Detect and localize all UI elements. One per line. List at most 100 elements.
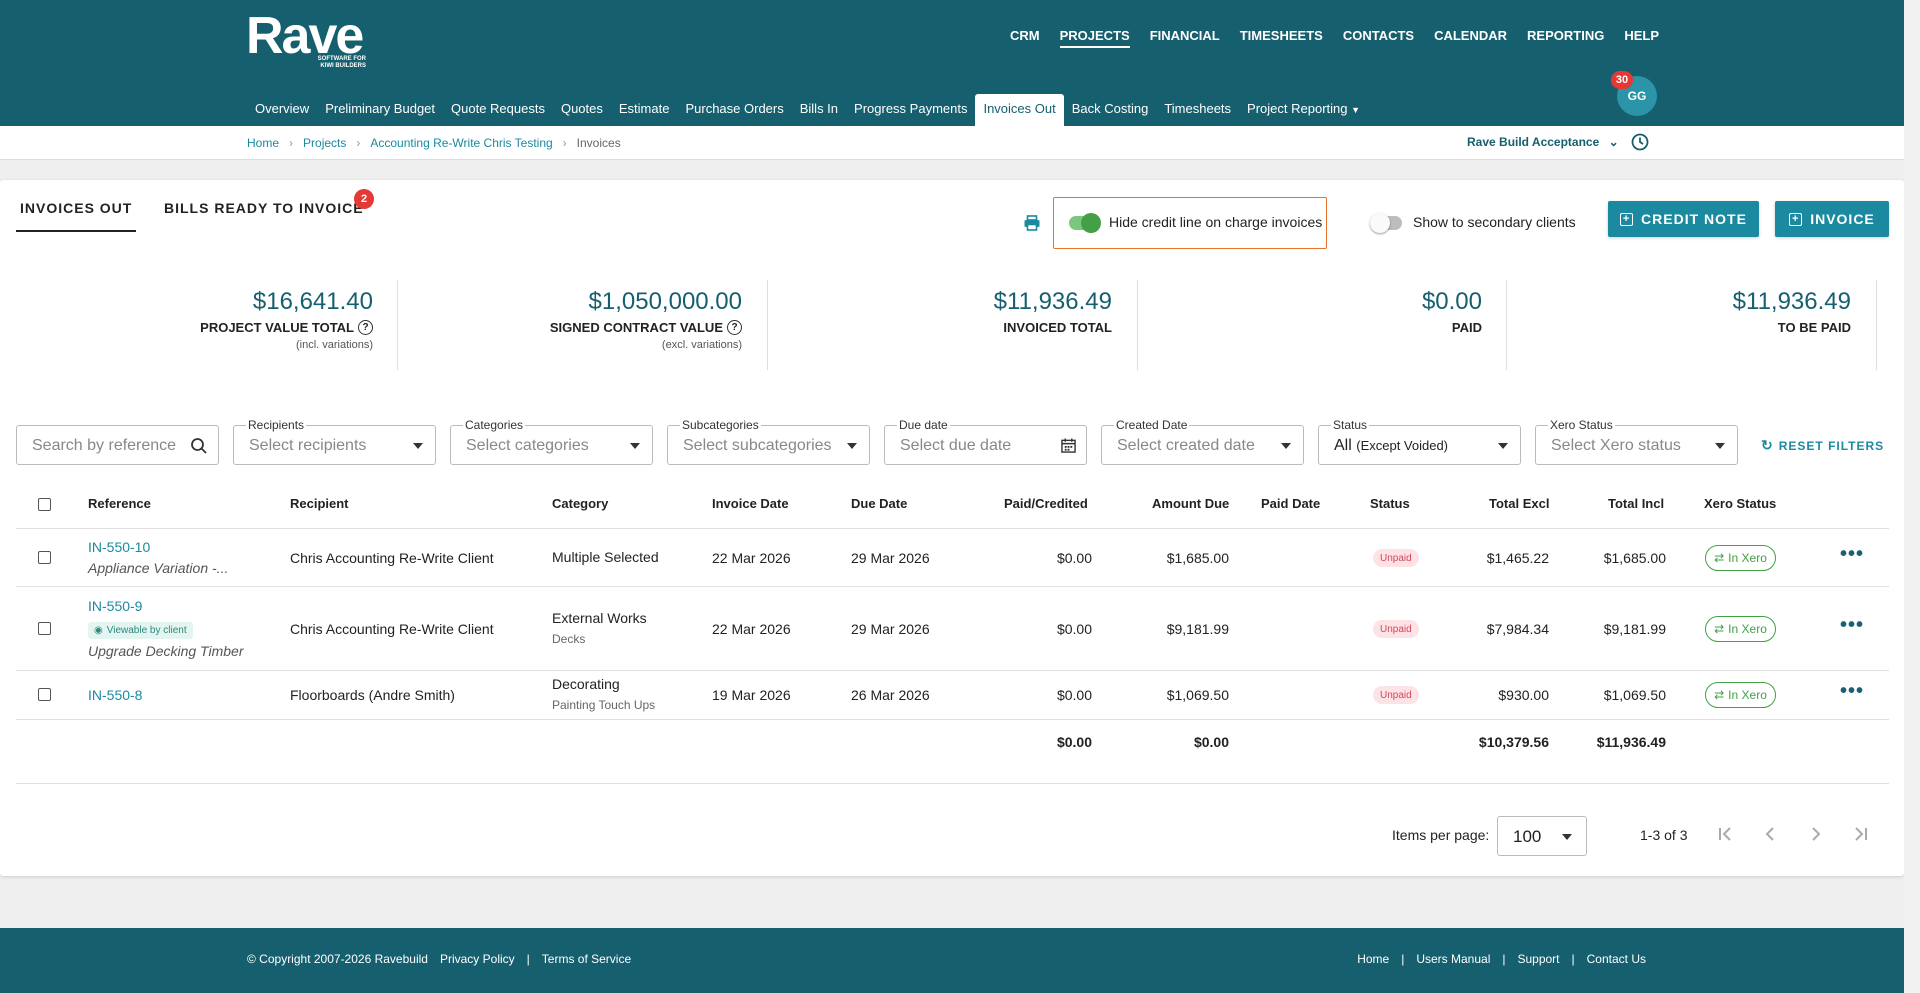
- more-actions-icon[interactable]: •••: [1840, 680, 1865, 702]
- xero-status-badge[interactable]: ⇄ In Xero: [1705, 682, 1776, 708]
- summary-label-text: PROJECT VALUE TOTAL: [200, 320, 354, 335]
- more-actions-icon[interactable]: •••: [1840, 614, 1865, 636]
- summary-label-text: SIGNED CONTRACT VALUE: [549, 320, 723, 335]
- breadcrumb-project[interactable]: Accounting Re-Write Chris Testing: [370, 136, 553, 150]
- topnav-calendar[interactable]: CALENDAR: [1434, 28, 1508, 43]
- row-checkbox[interactable]: [38, 551, 51, 564]
- col-due-date[interactable]: Due Date: [851, 496, 908, 511]
- category: External Works: [552, 610, 647, 626]
- topnav-financial[interactable]: FINANCIAL: [1149, 28, 1220, 43]
- next-page-icon[interactable]: [1807, 825, 1825, 843]
- help-icon[interactable]: ?: [358, 320, 373, 335]
- topnav-contacts[interactable]: CONTACTS: [1342, 28, 1415, 43]
- col-total-excl[interactable]: Total Excl: [1489, 496, 1550, 511]
- topnav-help[interactable]: HELP: [1624, 28, 1659, 43]
- organisation-selector[interactable]: Rave Build Acceptance ⌄: [1467, 135, 1619, 149]
- col-status[interactable]: Status: [1370, 496, 1410, 511]
- footer-contact-link[interactable]: Contact Us: [1586, 952, 1646, 966]
- breadcrumb-home[interactable]: Home: [247, 136, 280, 150]
- categories-select[interactable]: Categories Select categories: [450, 418, 653, 465]
- subcategories-select[interactable]: Subcategories Select subcategories: [667, 418, 870, 465]
- footer-users-manual-link[interactable]: Users Manual: [1416, 952, 1491, 966]
- status-select[interactable]: Status All (Except Voided): [1318, 418, 1521, 465]
- subnav-back-costing[interactable]: Back Costing: [1071, 101, 1149, 116]
- footer-home-link[interactable]: Home: [1357, 952, 1390, 966]
- subnav-estimate[interactable]: Estimate: [618, 101, 670, 116]
- subnav-quote-requests[interactable]: Quote Requests: [451, 101, 545, 116]
- subnav-bills-in[interactable]: Bills In: [799, 101, 839, 116]
- footer-support-link[interactable]: Support: [1517, 952, 1560, 966]
- xero-status-badge[interactable]: ⇄ In Xero: [1705, 545, 1776, 571]
- subnav-progress-payments[interactable]: Progress Payments: [854, 101, 968, 116]
- reset-filters-label: RESET FILTERS: [1778, 438, 1885, 453]
- subnav-project-reporting-label: Project Reporting: [1247, 101, 1348, 116]
- row-checkbox[interactable]: [38, 622, 51, 635]
- rave-logo[interactable]: Rave SOFTWARE FOR KIWI BUILDERS: [246, 10, 366, 69]
- due-date: 29 Mar 2026: [851, 550, 930, 566]
- xero-status-select[interactable]: Xero Status Select Xero status: [1535, 418, 1738, 465]
- search-icon: [191, 438, 207, 454]
- subcategory: Decks: [552, 632, 586, 646]
- page-scrollbar[interactable]: [1904, 0, 1920, 993]
- help-icon[interactable]: ?: [727, 320, 742, 335]
- invoice-button[interactable]: + INVOICE: [1775, 201, 1889, 237]
- previous-page-icon[interactable]: [1761, 825, 1779, 843]
- due-date-picker[interactable]: Due date Select due date: [884, 418, 1087, 465]
- chevron-right-icon: ›: [289, 136, 294, 150]
- subnav-quotes[interactable]: Quotes: [560, 101, 603, 116]
- last-page-icon[interactable]: [1852, 825, 1870, 843]
- topnav-projects[interactable]: PROJECTS: [1059, 28, 1130, 48]
- col-amount-due[interactable]: Amount Due: [1152, 496, 1230, 511]
- col-recipient[interactable]: Recipient: [290, 496, 349, 511]
- breadcrumb-projects[interactable]: Projects: [303, 136, 347, 150]
- topnav-crm[interactable]: CRM: [1010, 28, 1040, 43]
- caret-down-icon: [413, 443, 423, 449]
- history-clock-icon[interactable]: [1631, 133, 1649, 151]
- invoice-reference-link[interactable]: IN-550-8: [88, 687, 143, 703]
- secondary-clients-toggle[interactable]: [1370, 213, 1402, 233]
- tab-bills-ready-to-invoice[interactable]: BILLS READY TO INVOICE: [164, 200, 364, 216]
- created-date-select[interactable]: Created Date Select created date: [1101, 418, 1304, 465]
- calendar-icon[interactable]: [1061, 438, 1076, 453]
- invoice-label: INVOICE: [1810, 211, 1875, 227]
- privacy-policy-link[interactable]: Privacy Policy: [439, 952, 515, 966]
- total-paid-credited: $0.00: [1056, 734, 1092, 750]
- subnav-overview[interactable]: Overview: [255, 101, 310, 116]
- col-total-incl[interactable]: Total Incl: [1608, 496, 1665, 511]
- filter-label: Status: [1331, 418, 1370, 432]
- col-category[interactable]: Category: [552, 496, 609, 511]
- search-field[interactable]: Search by reference: [16, 425, 219, 465]
- hide-credit-toggle[interactable]: [1069, 213, 1101, 233]
- tab-invoices-out[interactable]: INVOICES OUT: [20, 200, 133, 216]
- terms-of-service-link[interactable]: Terms of Service: [541, 952, 632, 966]
- more-actions-icon[interactable]: •••: [1840, 543, 1865, 565]
- col-xero-status[interactable]: Xero Status: [1704, 496, 1777, 511]
- select-all-checkbox[interactable]: [38, 498, 51, 511]
- col-invoice-date[interactable]: Invoice Date: [712, 496, 789, 511]
- subnav-timesheets[interactable]: Timesheets: [1164, 101, 1232, 116]
- invoice-reference-link[interactable]: IN-550-10: [88, 539, 151, 555]
- topnav-timesheets[interactable]: TIMESHEETS: [1239, 28, 1323, 43]
- caret-down-icon: [1498, 443, 1508, 449]
- print-icon[interactable]: [1023, 214, 1041, 232]
- invoice-reference-link[interactable]: IN-550-9: [88, 598, 143, 614]
- credit-note-button[interactable]: + CREDIT NOTE: [1608, 201, 1759, 237]
- reset-filters-button[interactable]: ↻ RESET FILTERS: [1761, 437, 1884, 454]
- col-paid-date[interactable]: Paid Date: [1261, 496, 1321, 511]
- xero-status-badge[interactable]: ⇄ In Xero: [1705, 616, 1776, 642]
- row-checkbox[interactable]: [38, 688, 51, 701]
- subnav-invoices-out[interactable]: Invoices Out: [975, 94, 1064, 126]
- first-page-icon[interactable]: [1716, 825, 1734, 843]
- col-reference[interactable]: Reference: [88, 496, 151, 511]
- chevron-right-icon: ›: [562, 136, 567, 150]
- filter-placeholder: Select Xero status: [1551, 437, 1681, 454]
- col-paid-credited[interactable]: Paid/Credited: [1004, 496, 1088, 511]
- subnav-project-reporting[interactable]: Project Reporting ▼: [1239, 94, 1368, 126]
- subnav-preliminary-budget[interactable]: Preliminary Budget: [325, 101, 436, 116]
- subnav-purchase-orders[interactable]: Purchase Orders: [685, 101, 784, 116]
- summary-note: (excl. variations): [661, 339, 742, 351]
- items-per-page-select[interactable]: 100: [1497, 816, 1587, 856]
- topnav-reporting[interactable]: REPORTING: [1527, 28, 1605, 43]
- summary-label: TO BE PAID: [1777, 320, 1851, 335]
- recipients-select[interactable]: Recipients Select recipients: [233, 418, 436, 465]
